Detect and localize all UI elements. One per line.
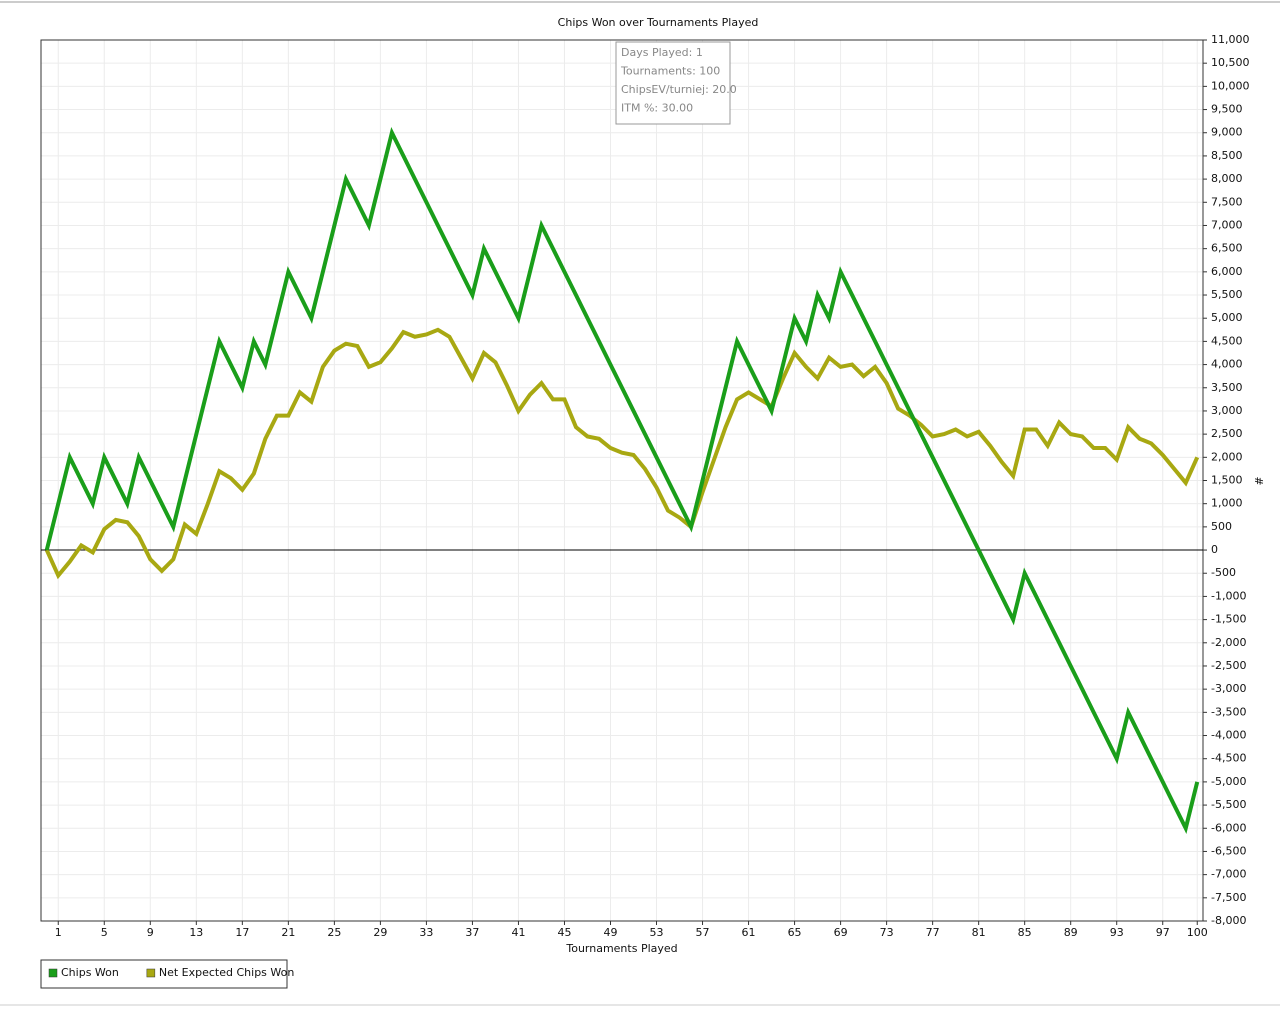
tooltip-text: Days Played: 1	[621, 46, 703, 59]
y-tick-label: 7,500	[1211, 195, 1243, 208]
tooltip-box	[615, 41, 731, 125]
y-tick-label: -3,500	[1211, 705, 1246, 718]
x-tick-label: 41	[511, 926, 525, 939]
y-tick-label: 1,000	[1211, 497, 1243, 510]
y-tick-label: 4,500	[1211, 334, 1243, 347]
y-tick-label: -4,000	[1211, 729, 1246, 742]
y-tick-label: -5,000	[1211, 775, 1246, 788]
x-axis-label: Tournaments Played	[565, 942, 677, 955]
y-axis-label: #	[1252, 476, 1265, 485]
x-tick-label: 5	[101, 926, 108, 939]
y-tick-label: 6,000	[1211, 265, 1243, 278]
x-tick-label: 13	[189, 926, 203, 939]
y-tick-label: -7,500	[1211, 891, 1246, 904]
legend-label: Net Expected Chips Won	[159, 966, 295, 979]
y-tick-label: 2,500	[1211, 427, 1243, 440]
x-tick-label: 89	[1064, 926, 1078, 939]
x-tick-label: 37	[465, 926, 479, 939]
y-tick-label: -6,000	[1211, 821, 1246, 834]
y-tick-label: -1,000	[1211, 589, 1246, 602]
y-tick-label: -6,500	[1211, 844, 1246, 857]
y-tick-label: -500	[1211, 566, 1236, 579]
x-tick-label: 45	[557, 926, 571, 939]
y-tick-label: 9,000	[1211, 126, 1243, 139]
x-tick-label: 85	[1018, 926, 1032, 939]
y-tick-label: 0	[1211, 543, 1218, 556]
x-tick-label: 25	[327, 926, 341, 939]
y-tick-label: 5,000	[1211, 311, 1243, 324]
y-tick-label: -5,500	[1211, 798, 1246, 811]
x-tick-label: 49	[603, 926, 617, 939]
x-tick-label: 29	[373, 926, 387, 939]
series-line	[44, 126, 1200, 835]
legend-box	[40, 959, 288, 989]
tooltip-text: Tournaments: 100	[620, 65, 720, 78]
legend-label: Chips Won	[61, 966, 119, 979]
y-tick-label: 9,500	[1211, 103, 1243, 116]
y-tick-label: -7,000	[1211, 868, 1246, 881]
tooltip-text: ITM %: 30.00	[621, 102, 693, 115]
y-tick-label: -2,000	[1211, 636, 1246, 649]
tooltip-text: ChipsEV/turniej: 20.0	[621, 83, 737, 96]
y-tick-label: 4,000	[1211, 358, 1243, 371]
x-tick-label: 53	[650, 926, 664, 939]
y-tick-label: 2,000	[1211, 450, 1243, 463]
y-tick-label: 5,500	[1211, 288, 1243, 301]
y-tick-label: -4,500	[1211, 752, 1246, 765]
y-tick-label: 3,500	[1211, 381, 1243, 394]
y-tick-label: -1,500	[1211, 613, 1246, 626]
series-line	[44, 327, 1200, 580]
x-tick-label: 65	[788, 926, 802, 939]
plot-frame	[40, 39, 1204, 922]
x-tick-label: 17	[235, 926, 249, 939]
y-tick-label: 7,000	[1211, 218, 1243, 231]
y-tick-label: 10,500	[1211, 56, 1250, 69]
x-tick-label: 21	[281, 926, 295, 939]
legend-swatch	[48, 968, 58, 978]
x-tick-label: 81	[972, 926, 986, 939]
y-tick-label: 500	[1211, 520, 1232, 533]
x-tick-label: 93	[1110, 926, 1124, 939]
x-tick-label: 9	[147, 926, 154, 939]
y-tick-label: 6,500	[1211, 242, 1243, 255]
y-tick-label: 11,000	[1211, 33, 1250, 46]
y-tick-label: -3,000	[1211, 682, 1246, 695]
x-tick-label: 61	[742, 926, 756, 939]
y-tick-label: -2,500	[1211, 659, 1246, 672]
y-tick-label: 10,000	[1211, 79, 1250, 92]
y-tick-label: 1,500	[1211, 474, 1243, 487]
y-tick-label: 3,000	[1211, 404, 1243, 417]
y-tick-label: 8,000	[1211, 172, 1243, 185]
x-tick-label: 69	[834, 926, 848, 939]
x-tick-label: 1	[55, 926, 62, 939]
x-tick-label: 33	[419, 926, 433, 939]
legend-swatch	[146, 968, 156, 978]
y-tick-label: 8,500	[1211, 149, 1243, 162]
x-tick-label: 77	[926, 926, 940, 939]
y-tick-label: -8,000	[1211, 914, 1246, 927]
x-tick-label: 97	[1156, 926, 1170, 939]
x-tick-label: 73	[880, 926, 894, 939]
x-tick-label: 100	[1187, 926, 1208, 939]
chart-title: Chips Won over Tournaments Played	[558, 16, 759, 29]
x-tick-label: 57	[696, 926, 710, 939]
